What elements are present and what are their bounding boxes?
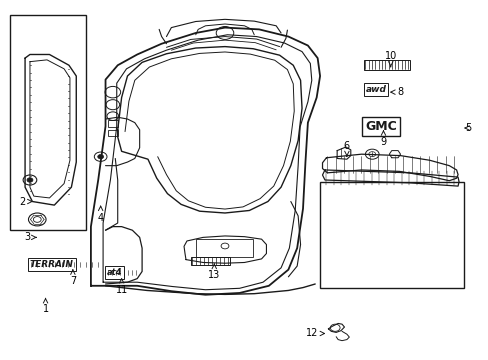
Text: 5: 5 xyxy=(464,123,471,133)
Text: 6: 6 xyxy=(343,141,349,157)
Bar xyxy=(108,130,118,136)
Text: 8: 8 xyxy=(390,87,403,97)
Text: 10: 10 xyxy=(384,51,396,67)
Bar xyxy=(363,59,409,69)
Text: awd: awd xyxy=(365,85,386,94)
Bar xyxy=(320,182,463,288)
Text: TERRAIN: TERRAIN xyxy=(30,260,74,269)
Text: at4: at4 xyxy=(107,268,122,277)
Bar xyxy=(195,239,253,257)
Bar xyxy=(108,121,118,127)
Circle shape xyxy=(27,178,33,182)
Text: 1: 1 xyxy=(42,298,48,314)
Circle shape xyxy=(98,154,103,159)
Text: 7: 7 xyxy=(70,270,76,286)
Text: 11: 11 xyxy=(115,279,127,296)
Text: GMC: GMC xyxy=(365,120,396,133)
Text: 2: 2 xyxy=(20,197,32,207)
Text: 3: 3 xyxy=(24,232,36,242)
Bar xyxy=(190,257,229,265)
Text: 9: 9 xyxy=(380,131,386,147)
Text: 4: 4 xyxy=(98,206,103,222)
Text: 13: 13 xyxy=(208,264,220,280)
Bar xyxy=(10,15,86,230)
Text: 12: 12 xyxy=(305,328,324,338)
